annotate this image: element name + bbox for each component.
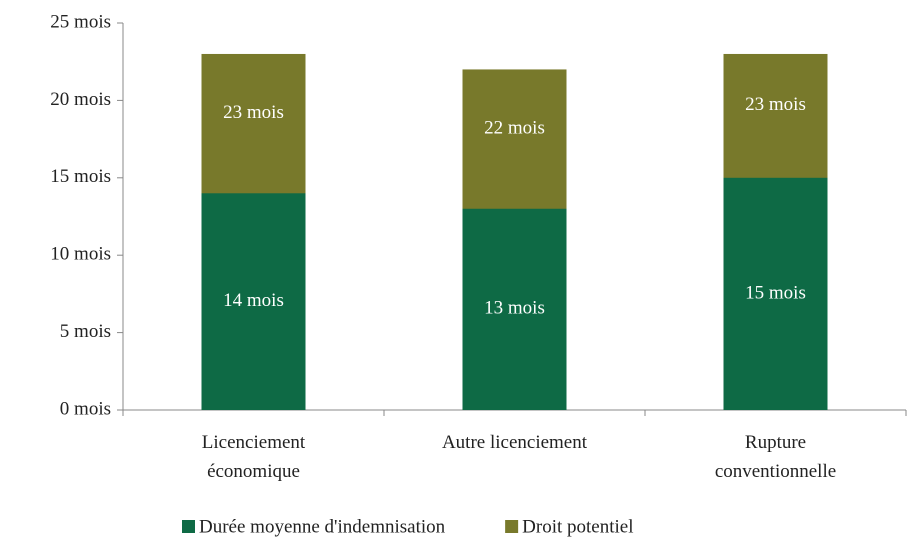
y-tick-label: 10 mois xyxy=(50,244,111,265)
x-tick-label: Autre licenciement xyxy=(442,432,588,453)
legend-label: Droit potentiel xyxy=(522,516,633,537)
y-tick-label: 25 mois xyxy=(50,11,111,32)
data-label: 15 mois xyxy=(745,282,806,303)
data-label: 14 mois xyxy=(223,290,284,311)
legend-label: Durée moyenne d'indemnisation xyxy=(199,516,446,537)
bar xyxy=(462,208,567,410)
y-tick-label: 15 mois xyxy=(50,166,111,187)
data-label: 22 mois xyxy=(484,117,545,138)
data-label: 23 mois xyxy=(223,102,284,123)
y-tick-label: 0 mois xyxy=(60,398,111,419)
data-label: 23 mois xyxy=(745,94,806,115)
data-label: 13 mois xyxy=(484,298,545,319)
bar xyxy=(723,177,828,410)
x-tick-label: Licenciement économique xyxy=(202,432,306,482)
legend-swatch xyxy=(505,520,519,533)
legend-swatch xyxy=(182,520,195,533)
y-tick-label: 5 mois xyxy=(60,321,111,342)
y-tick-label: 20 mois xyxy=(50,89,111,110)
bar xyxy=(201,193,306,410)
x-tick-label: Rupture conventionnelle xyxy=(715,432,836,482)
